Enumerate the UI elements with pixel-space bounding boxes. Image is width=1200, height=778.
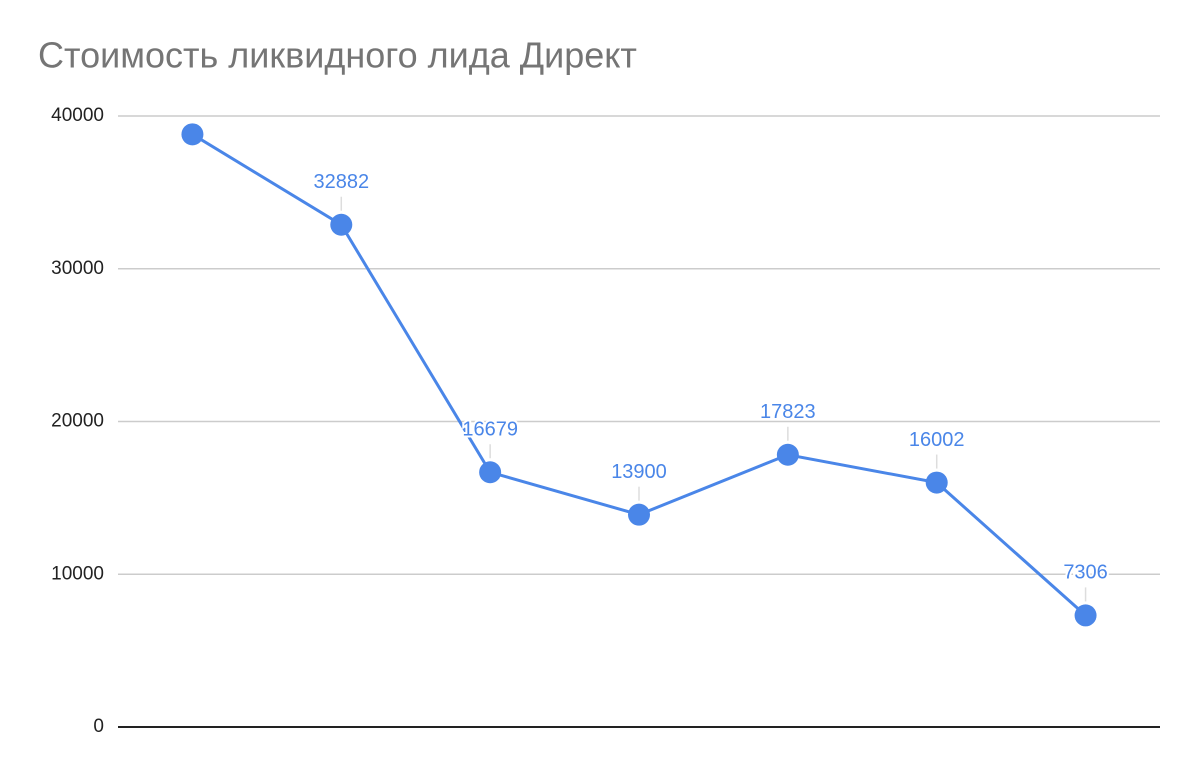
point — [479, 461, 502, 484]
data-label: 32882 — [313, 171, 369, 193]
line — [191, 133, 1087, 617]
y-tick-label: 20000 — [51, 411, 104, 432]
data-label: 16002 — [909, 429, 965, 451]
point — [1074, 604, 1097, 627]
data-label: 16679 — [462, 419, 518, 441]
point — [181, 123, 204, 146]
point — [925, 471, 948, 494]
y-tick-label: 10000 — [51, 563, 104, 584]
chart-title: Стоимость ликвидного лида Директ — [38, 35, 637, 76]
data-label: 7306 — [1063, 562, 1108, 584]
data-label: 13900 — [611, 461, 667, 483]
y-tick-label: 40000 — [51, 105, 104, 126]
y-tick-label: 0 — [93, 716, 104, 737]
point — [776, 443, 799, 466]
point — [330, 213, 353, 236]
point — [628, 503, 650, 526]
y-tick-label: 30000 — [51, 258, 104, 279]
data-label: 17823 — [760, 401, 816, 423]
